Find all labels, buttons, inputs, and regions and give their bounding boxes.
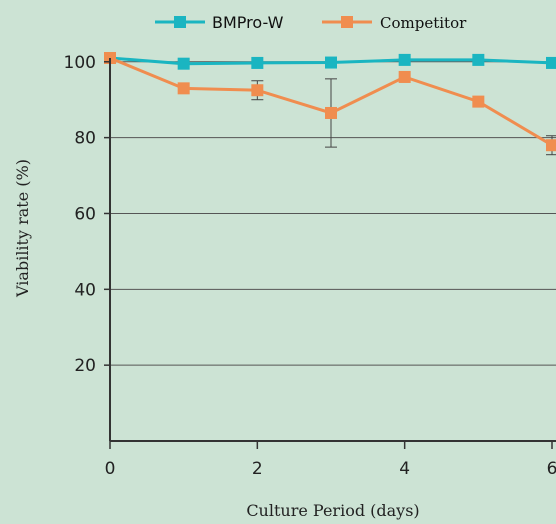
series-1 [104, 52, 556, 156]
x-tick-label-4: 4 [399, 459, 410, 479]
x-tick-label-6: 6 [547, 459, 556, 479]
x-tick-label-2: 2 [252, 459, 263, 479]
legend-marker-bmpro [174, 16, 186, 28]
series-layer [104, 52, 556, 156]
axis-ticks: 20 40 60 80 100 0 2 4 6 [64, 53, 556, 479]
data-point-1-4 [398, 70, 411, 83]
y-tick-label-100: 100 [64, 53, 96, 73]
y-axis-title: Viability rate (%) [13, 159, 32, 298]
legend-label-bmpro: BMPro-W [212, 13, 284, 32]
legend: BMPro-W Competitor [155, 13, 467, 32]
data-point-1-5 [472, 95, 485, 108]
data-point-0-5 [472, 53, 485, 66]
legend-item-competitor: Competitor [322, 14, 467, 32]
legend-item-bmpro: BMPro-W [155, 13, 284, 32]
y-tick-label-80: 80 [74, 129, 96, 149]
data-point-1-1 [177, 82, 190, 95]
y-tick-label-60: 60 [74, 204, 96, 224]
x-tick-label-0: 0 [105, 459, 116, 479]
legend-marker-competitor [341, 16, 353, 28]
data-point-0-2 [251, 56, 264, 69]
data-point-0-3 [325, 56, 337, 69]
data-point-1-2 [251, 84, 264, 97]
x-axis-title: Culture Period (days) [246, 501, 419, 520]
data-point-1-6 [546, 139, 556, 152]
series-0 [104, 52, 556, 70]
legend-label-competitor: Competitor [380, 14, 467, 32]
data-point-0-1 [177, 57, 190, 70]
data-point-1-3 [325, 106, 337, 119]
data-point-0-4 [398, 53, 411, 66]
data-point-0-6 [546, 56, 556, 69]
y-tick-label-40: 40 [74, 280, 96, 300]
y-tick-label-20: 20 [74, 356, 96, 376]
axes [109, 58, 556, 442]
